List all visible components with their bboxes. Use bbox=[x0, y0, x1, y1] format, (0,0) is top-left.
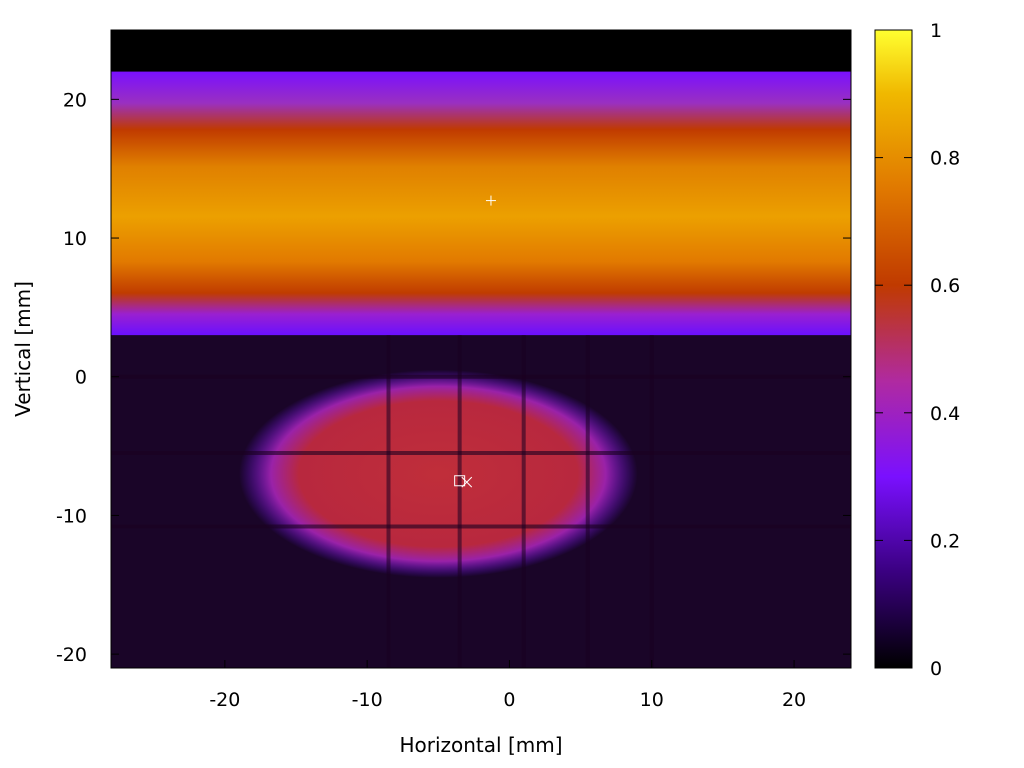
plus-marker bbox=[485, 195, 496, 206]
x-tick-label: -10 bbox=[352, 689, 383, 711]
y-axis-title: Vertical [mm] bbox=[11, 281, 35, 417]
y-tick-label: 0 bbox=[75, 367, 87, 389]
cross-marker bbox=[461, 476, 473, 488]
colorbar-tick-label: 0 bbox=[930, 658, 942, 680]
y-tick-label: 10 bbox=[63, 228, 87, 250]
y-tick-label: 20 bbox=[63, 89, 87, 111]
plot-area bbox=[111, 30, 851, 668]
x-tick-label: -20 bbox=[209, 689, 240, 711]
heatmap-shadow-lines bbox=[111, 335, 851, 668]
colorbar-ticks: 0 0.2 0.4 0.6 0.8 1 bbox=[875, 20, 960, 680]
colorbar-tick-label: 0.4 bbox=[930, 403, 960, 425]
plot-frame bbox=[110, 29, 852, 669]
colorbar-tick-label: 0.8 bbox=[930, 148, 960, 170]
x-tick-label: 10 bbox=[640, 689, 664, 711]
colorbar-tick-label: 0.2 bbox=[930, 530, 960, 552]
y-axis-ticks: -20 -10 0 10 20 bbox=[56, 89, 851, 666]
marker-group bbox=[454, 195, 496, 488]
colorbar-tick-label: 0.6 bbox=[930, 275, 960, 297]
heatmap-top-dark-region bbox=[111, 30, 851, 72]
colorbar bbox=[874, 29, 913, 669]
x-axis-ticks: -20 -10 0 10 20 bbox=[209, 30, 806, 711]
x-tick-label: 0 bbox=[503, 689, 515, 711]
y-tick-label: -20 bbox=[56, 644, 87, 666]
square-marker bbox=[454, 475, 466, 487]
x-axis-title: Horizontal [mm] bbox=[399, 733, 562, 757]
heatmap-upper-band bbox=[111, 71, 851, 336]
x-tick-label: 20 bbox=[782, 689, 806, 711]
colorbar-tick-label: 1 bbox=[930, 20, 942, 42]
heatmap-lower-ellipse bbox=[239, 369, 638, 578]
y-tick-label: -10 bbox=[56, 505, 87, 527]
